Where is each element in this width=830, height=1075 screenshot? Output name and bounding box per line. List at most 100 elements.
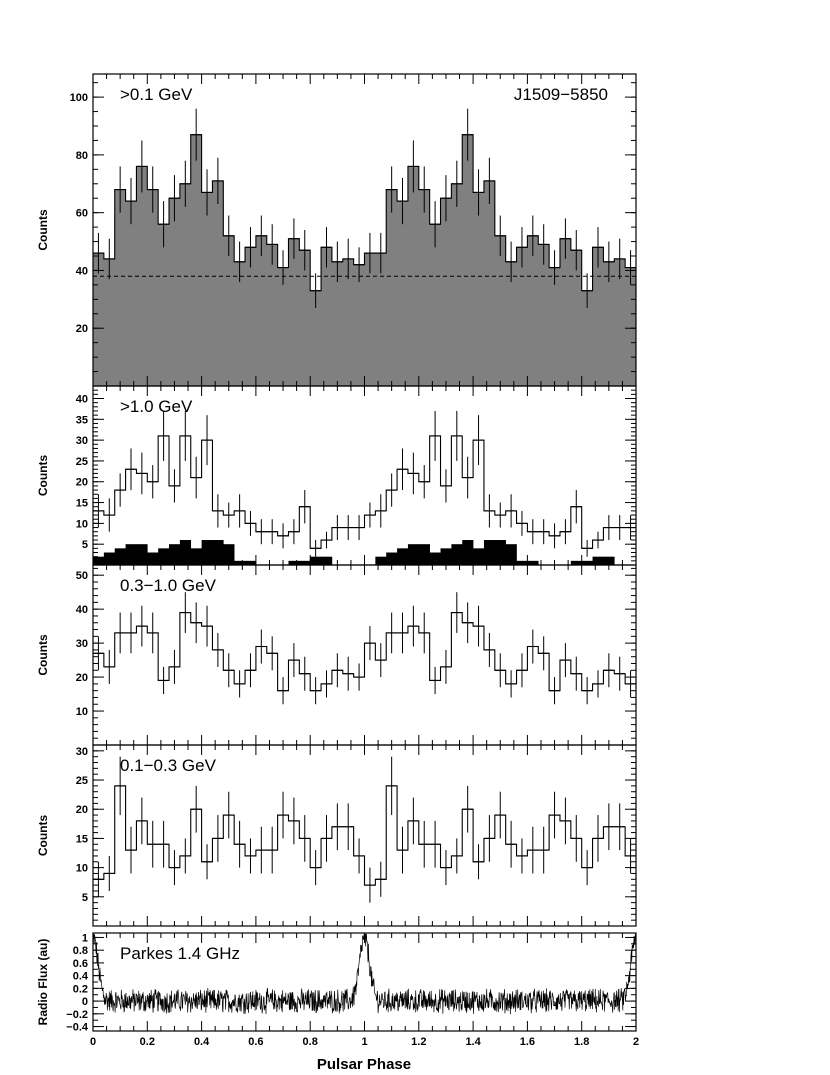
y-tick-label: 0.2 [73, 983, 88, 995]
y-tick-label: 20 [76, 804, 88, 816]
y-tick-label: −0.2 [66, 1009, 88, 1021]
x-tick-label: 0.2 [140, 1036, 155, 1048]
panel-mid: 10 20 30 40 50 Counts 0.3−1.0 GeV [36, 564, 637, 746]
y-tick-label: 80 [76, 150, 88, 162]
y-tick-label: 0.6 [73, 958, 88, 970]
x-tick-label: 1.6 [520, 1036, 535, 1048]
x-tick-label: 0.8 [303, 1036, 318, 1048]
secondary-bar [570, 560, 582, 565]
y-tick-label: 25 [76, 775, 88, 787]
secondary-bar [103, 552, 116, 565]
panel-gt01: 20 40 60 80 100 Counts >0.1 GeV J1509−5850 [36, 73, 637, 387]
secondary-bar [386, 552, 398, 565]
y-tick-label: 40 [76, 604, 88, 616]
y-tick-label: 5 [82, 892, 88, 904]
secondary-bar [473, 548, 485, 565]
secondary-bar [299, 560, 311, 565]
x-tick-label: 0 [90, 1036, 96, 1048]
pulsar-name-label: J1509−5850 [514, 85, 608, 104]
y-tick-label: 0 [82, 996, 88, 1008]
secondary-bar [592, 556, 604, 565]
plot-area [93, 108, 636, 386]
secondary-bar [288, 560, 300, 565]
secondary-bar [505, 544, 517, 565]
secondary-bar [125, 544, 137, 565]
secondary-bar [93, 556, 105, 565]
y-tick-label: 40 [76, 393, 88, 405]
secondary-bar [212, 540, 224, 565]
secondary-bar [397, 548, 409, 565]
y-tick-label: 30 [76, 638, 88, 650]
secondary-bar [462, 540, 474, 565]
plot-area [93, 756, 636, 903]
secondary-bar [321, 556, 333, 565]
plot-area [93, 592, 636, 705]
x-tick-label: 0.4 [194, 1036, 210, 1048]
secondary-bar [201, 540, 213, 565]
y-tick-label: 20 [76, 477, 88, 489]
secondary-bar [179, 540, 192, 565]
secondary-bar [581, 560, 593, 565]
energy-band-label: Parkes 1.4 GHz [120, 944, 240, 963]
y-tick-label: 20 [76, 672, 88, 684]
x-tick-label: 1.4 [465, 1036, 481, 1048]
secondary-bar [114, 548, 126, 565]
y-tick-label: 60 [76, 208, 88, 220]
secondary-bar [190, 548, 202, 565]
y-tick-label: 1 [82, 932, 88, 944]
secondary-bar [483, 540, 496, 565]
y-tick-label: 10 [76, 706, 88, 718]
x-tick-label: 1.8 [574, 1036, 589, 1048]
y-tick-label: 30 [76, 435, 88, 447]
energy-band-label: >0.1 GeV [120, 85, 193, 104]
histogram-outline [93, 134, 636, 292]
y-tick-label: 15 [76, 833, 88, 845]
x-tick-label: 0.6 [248, 1036, 263, 1048]
y-tick-label: 25 [76, 456, 88, 468]
secondary-bar [494, 540, 506, 565]
y-axis-title: Radio Flux (au) [36, 939, 50, 1026]
secondary-bar [158, 548, 170, 565]
secondary-bar [169, 544, 181, 565]
y-axis-title: Counts [36, 455, 50, 497]
x-tick-label: 2 [633, 1036, 639, 1048]
y-tick-label: 50 [76, 570, 88, 582]
y-axis-title: Counts [36, 209, 50, 251]
secondary-bar [516, 560, 528, 565]
secondary-bar [418, 544, 430, 565]
y-tick-label: 10 [76, 863, 88, 875]
secondary-bar [136, 544, 148, 565]
y-tick-label: 35 [76, 414, 88, 426]
panel-gt10: 5 10 15 20 25 30 35 40 Counts >1.0 GeV [36, 385, 637, 566]
x-tick-label: 1 [361, 1036, 367, 1048]
y-tick-label: 40 [76, 265, 88, 277]
y-tick-label: 10 [76, 518, 88, 530]
histogram-outline [93, 611, 636, 692]
secondary-bar [407, 544, 420, 565]
secondary-bar [440, 548, 452, 565]
panel-radio: −0.4−0.200.20.40.60.81 Radio Flux (au) Par… [36, 932, 637, 1034]
x-tick-label: 1.2 [411, 1036, 426, 1048]
y-tick-label: 5 [82, 539, 88, 551]
energy-band-label: >1.0 GeV [120, 397, 193, 416]
energy-band-label: 0.3−1.0 GeV [120, 576, 217, 595]
y-axis-title: Counts [36, 634, 50, 676]
energy-band-label: 0.1−0.3 GeV [120, 756, 217, 775]
y-tick-label: 100 [70, 92, 88, 104]
secondary-bar [429, 552, 441, 565]
secondary-bar [451, 544, 463, 565]
y-tick-label: 30 [76, 746, 88, 758]
y-tick-label: 0.8 [73, 945, 88, 957]
plot-area [93, 410, 636, 565]
secondary-bar [527, 560, 539, 565]
secondary-bar [245, 560, 257, 565]
y-tick-label: 20 [76, 323, 88, 335]
secondary-bar [310, 556, 322, 565]
secondary-bar [147, 552, 159, 565]
panel-low: 5 10 15 20 25 30 Counts 0.1−0.3 GeV [36, 744, 637, 927]
y-tick-label: 15 [76, 498, 88, 510]
secondary-bar [375, 556, 387, 565]
y-tick-label: 0.4 [73, 971, 89, 983]
